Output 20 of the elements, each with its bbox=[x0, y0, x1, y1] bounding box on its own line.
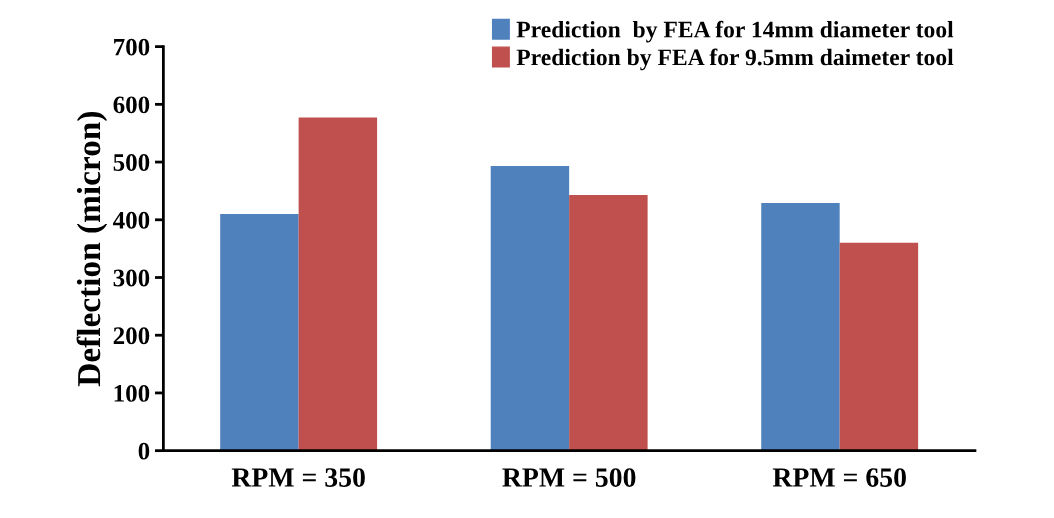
x-tick-label: RPM = 350 bbox=[231, 468, 365, 487]
y-tick-label: 100 bbox=[114, 384, 150, 402]
y-tick-label: 200 bbox=[113, 327, 150, 345]
bar bbox=[761, 203, 840, 451]
y-tick-label: 300 bbox=[113, 269, 150, 287]
y-axis-title: Deflection (micron) bbox=[76, 112, 108, 387]
legend-label: Prediction by FEA for 9.5mm daimeter tool bbox=[516, 48, 954, 71]
bar bbox=[298, 117, 378, 451]
bar bbox=[220, 214, 299, 451]
y-tick-label: 700 bbox=[114, 38, 150, 56]
legend-label: Prediction by FEA for 14mm diameter tool bbox=[516, 20, 954, 43]
bar bbox=[569, 194, 648, 451]
bar bbox=[839, 242, 919, 451]
y-tick-label: 600 bbox=[113, 96, 150, 114]
y-tick-label: 500 bbox=[113, 154, 150, 171]
y-tick-label: 400 bbox=[113, 211, 150, 229]
bar bbox=[490, 166, 570, 451]
x-tick-label: RPM = 500 bbox=[502, 468, 636, 487]
y-tick-label: 0 bbox=[138, 442, 150, 460]
x-tick-label: RPM = 650 bbox=[772, 468, 906, 487]
